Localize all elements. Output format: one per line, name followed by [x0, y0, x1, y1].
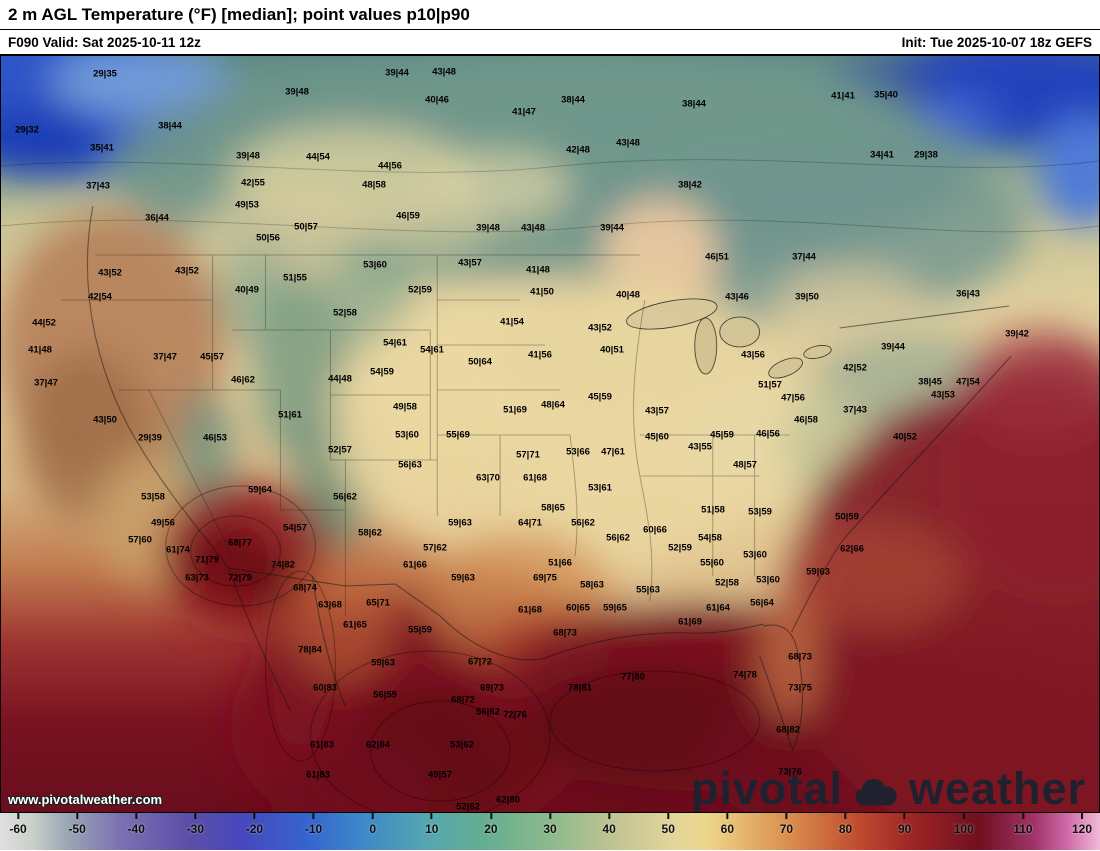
colorbar-tick: 40	[602, 813, 616, 836]
colorbar-tick-mark	[608, 813, 611, 819]
colorbar-tick-label: 50	[661, 822, 675, 836]
temperature-field-svg	[1, 56, 1099, 812]
colorbar-tick-label: 30	[543, 822, 557, 836]
colorbar-tick-label: 110	[1013, 822, 1033, 836]
valid-init-bar: F090 Valid: Sat 2025-10-11 12z Init: Tue…	[0, 30, 1100, 56]
colorbar-tick: -40	[128, 813, 145, 836]
state-borders	[60, 254, 790, 616]
colorbar-tick: 30	[543, 813, 557, 836]
colorbar-tick-label: 70	[779, 822, 794, 836]
colorbar-tick-mark	[135, 813, 138, 819]
colorbar-tick-mark	[548, 813, 551, 819]
brand-word-pivotal: pivotal	[690, 763, 843, 814]
forecast-valid-label: F090 Valid: Sat 2025-10-11 12z	[8, 34, 201, 50]
colorbar-tick-mark	[312, 813, 315, 819]
colorbar-tick-label: 90	[897, 822, 912, 836]
colorbar-tick-label: -10	[304, 822, 323, 836]
map-title: 2 m AGL Temperature (°F) [median]; point…	[8, 4, 470, 24]
colorbar-tick-mark	[1021, 813, 1024, 819]
brand-logo: pivotal weather	[691, 763, 1086, 814]
colorbar-tick: 100	[954, 813, 974, 836]
colorbar-tick: 10	[425, 813, 438, 836]
colorbar-ticks: -60 -50 -40 -30 -20 -10 0 10 20 30 40 50 60 70 80 90 100…	[0, 813, 1100, 851]
colorbar-tick-mark	[489, 813, 492, 819]
colorbar-tick-mark	[1081, 813, 1083, 819]
colorbar-tick-label: -30	[186, 822, 204, 836]
colorbar-tick: 90	[898, 813, 911, 836]
colorbar-tick: -50	[68, 813, 86, 836]
colorbar-tick-mark	[76, 813, 79, 819]
colorbar-tick-mark	[430, 813, 433, 819]
colorbar-tick: 70	[780, 813, 793, 836]
colorbar-tick-label: -50	[68, 822, 86, 836]
colorbar-tick-label: 80	[838, 822, 853, 836]
colorbar-tick: 50	[662, 813, 675, 836]
colorbar: -60 -50 -40 -30 -20 -10 0 10 20 30 40 50 60 70 80 90 100…	[0, 812, 1100, 850]
cloud-icon	[853, 769, 899, 814]
colorbar-tick-label: 100	[953, 822, 974, 836]
colorbar-tick: -20	[246, 813, 263, 836]
colorbar-tick-label: 40	[602, 822, 616, 836]
colorbar-tick-label: 0	[369, 822, 376, 836]
title-bar: 2 m AGL Temperature (°F) [median]; point…	[0, 0, 1100, 30]
colorbar-tick: -10	[305, 813, 322, 836]
model-init-label: Init: Tue 2025-10-07 18z GEFS	[901, 34, 1092, 50]
colorbar-tick-label: 60	[720, 822, 735, 836]
colorbar-tick-mark	[903, 813, 906, 819]
colorbar-tick: 60	[721, 813, 734, 836]
site-watermark: www.pivotalweather.com	[8, 792, 163, 807]
temperature-map[interactable]	[0, 56, 1100, 812]
colorbar-tick-label: 120	[1071, 822, 1093, 836]
colorbar-tick-mark	[844, 813, 847, 819]
colorbar-tick-label: 10	[425, 822, 439, 836]
colorbar-tick: 0	[369, 813, 376, 836]
colorbar-tick: 120	[1072, 813, 1092, 836]
colorbar-tick-label: -20	[245, 822, 264, 836]
colorbar-tick-label: 20	[484, 822, 498, 836]
colorbar-tick-mark	[371, 813, 374, 819]
coastlines-borders	[86, 205, 1012, 752]
colorbar-tick-label: -40	[127, 822, 145, 836]
colorbar-tick: 110	[1013, 813, 1033, 836]
colorbar-tick-mark	[194, 813, 197, 819]
colorbar-tick: 20	[484, 813, 498, 836]
colorbar-tick-mark	[17, 813, 19, 819]
colorbar-tick-mark	[253, 813, 256, 819]
colorbar-tick-mark	[667, 813, 670, 819]
brand-word-weather: weather	[908, 763, 1086, 814]
colorbar-tick-label: -60	[9, 822, 27, 836]
contour-lines	[1, 159, 1099, 812]
colorbar-tick-mark	[726, 813, 729, 819]
colorbar-tick-mark	[962, 813, 965, 819]
colorbar-tick: 80	[839, 813, 852, 836]
great-lakes	[626, 298, 832, 379]
colorbar-tick: -60	[9, 813, 27, 836]
colorbar-tick-mark	[785, 813, 788, 819]
colorbar-tick: -30	[187, 813, 204, 836]
